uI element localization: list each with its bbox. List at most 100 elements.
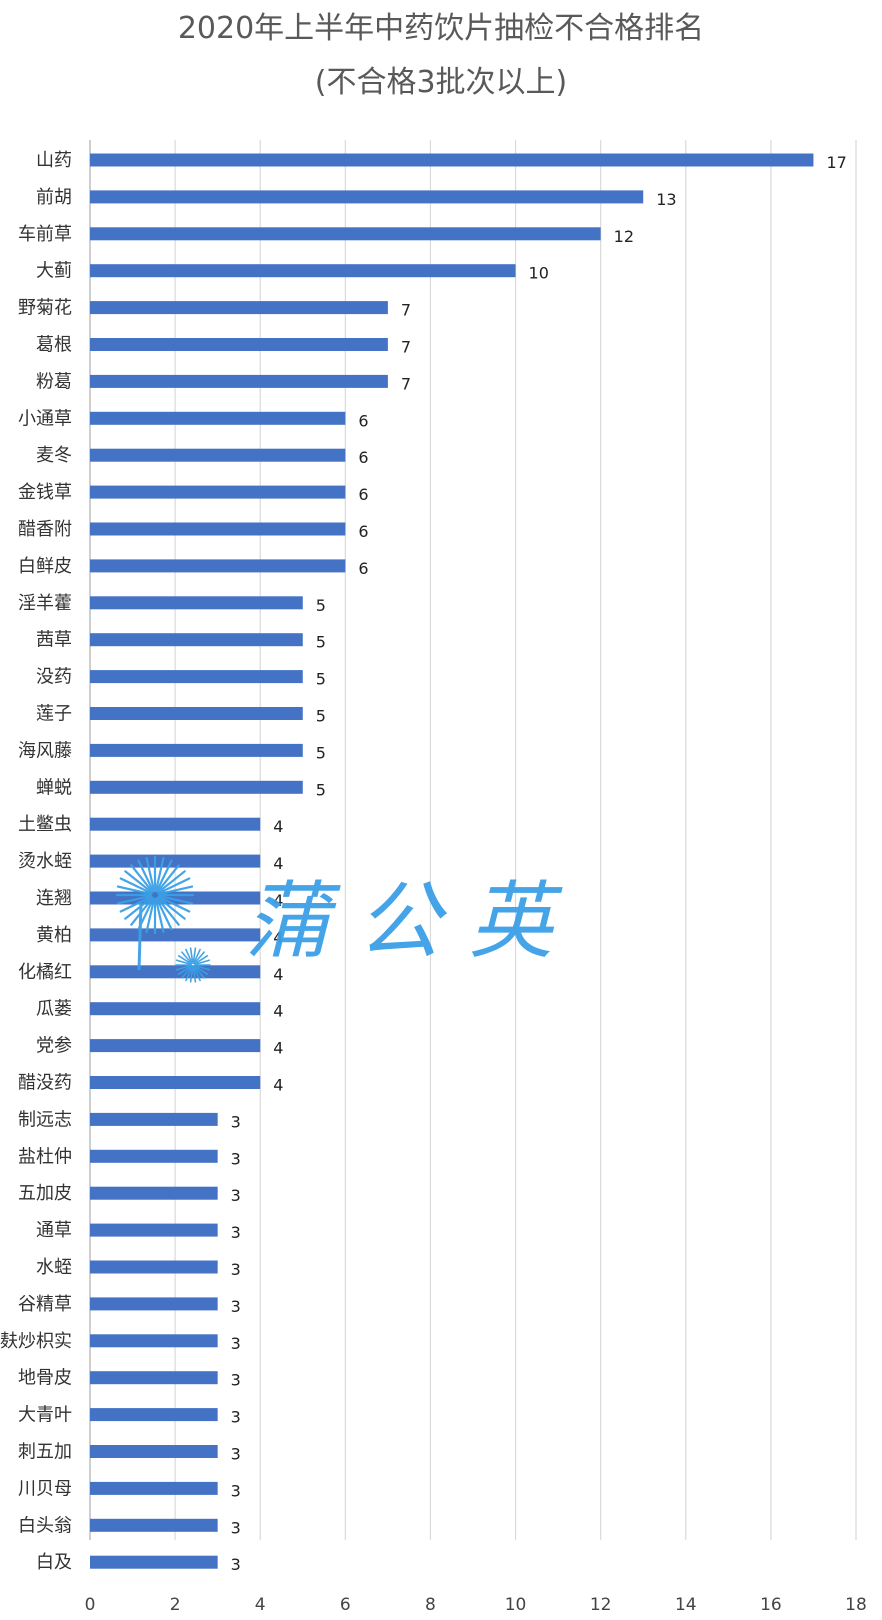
data-label: 10	[529, 264, 549, 283]
category-label: 土鳖虫	[18, 814, 72, 835]
x-axis-ticks: 0 2 4 6 8 10 12 14 16 18	[85, 1595, 867, 1615]
data-label: 4	[273, 1076, 283, 1095]
bar	[90, 1555, 218, 1569]
category-label: 车前草	[18, 224, 72, 245]
category-label: 山药	[36, 150, 72, 171]
bar	[90, 965, 261, 979]
bar	[90, 227, 601, 241]
category-label: 小通草	[18, 408, 72, 429]
bar	[90, 559, 346, 573]
bar	[90, 338, 388, 351]
data-label: 13	[656, 190, 676, 209]
data-label: 3	[231, 1445, 241, 1464]
category-label: 莲子	[36, 704, 72, 725]
x-tick-label: 16	[760, 1595, 782, 1615]
x-tick-label: 0	[85, 1595, 96, 1615]
watermark: 蒲公英	[115, 855, 581, 983]
bar	[90, 374, 388, 388]
category-label: 连翘	[36, 888, 72, 909]
data-label: 7	[401, 374, 411, 393]
bar	[90, 891, 261, 905]
data-label: 5	[316, 633, 326, 652]
bars	[90, 153, 814, 1569]
bar	[90, 1408, 218, 1422]
data-label: 3	[231, 1371, 241, 1390]
bar	[90, 1518, 218, 1532]
bar	[90, 1371, 218, 1385]
category-label: 醋香附	[18, 519, 72, 540]
dandelion-icon	[175, 947, 211, 983]
bar	[90, 190, 644, 204]
data-label: 17	[826, 153, 846, 172]
data-label: 5	[316, 743, 326, 762]
bar	[90, 780, 303, 794]
bar	[90, 485, 346, 499]
bar	[90, 1334, 218, 1348]
dandelion-icon	[115, 855, 195, 971]
category-label: 水蛭	[36, 1257, 72, 1278]
category-label: 麦冬	[36, 445, 72, 466]
category-label: 白鲜皮	[18, 556, 72, 577]
category-label: 盐杜仲	[18, 1146, 72, 1167]
data-label: 5	[316, 707, 326, 726]
x-tick-label: 4	[255, 1595, 266, 1615]
data-label: 7	[401, 301, 411, 320]
category-label: 醋没药	[18, 1073, 72, 1094]
bar	[90, 670, 303, 684]
data-label: 5	[316, 596, 326, 615]
data-label: 4	[273, 817, 283, 836]
bar	[90, 411, 346, 425]
data-label: 6	[358, 522, 368, 541]
category-label: 通草	[36, 1220, 72, 1241]
bar	[90, 854, 261, 868]
gridlines	[89, 140, 857, 1540]
data-label: 3	[231, 1223, 241, 1242]
category-label: 淫羊藿	[18, 593, 72, 614]
bar	[90, 1260, 218, 1274]
chart-subtitle: (不合格3批次以上)	[315, 65, 568, 100]
category-label: 前胡	[36, 187, 72, 208]
category-label: 大蓟	[36, 261, 72, 282]
bar	[90, 1039, 261, 1053]
data-label: 6	[358, 559, 368, 578]
value-labels: 17 13 12 10 7 7 7 6 6 6 6 6 5 5 5 5 5 5 4 4 4 4 4 4 4 4 3 3 3 3 3 3 3 3 3 3…	[231, 153, 847, 1574]
bar	[90, 522, 346, 536]
data-label: 3	[231, 1555, 241, 1574]
category-label: 黄柏	[36, 925, 72, 946]
bar	[90, 707, 303, 720]
x-tick-label: 6	[340, 1595, 351, 1615]
category-label: 野菊花	[18, 298, 72, 319]
bar	[90, 1223, 218, 1237]
bar	[90, 633, 303, 647]
category-label: 刺五加	[18, 1442, 72, 1463]
bar	[90, 301, 388, 315]
category-label: 白头翁	[18, 1515, 72, 1536]
category-label: 地骨皮	[18, 1368, 72, 1389]
category-label: 没药	[36, 667, 72, 688]
data-label: 7	[401, 338, 411, 357]
x-tick-label: 18	[845, 1595, 867, 1615]
bar	[90, 264, 516, 278]
bar	[90, 153, 814, 167]
bar	[90, 1186, 218, 1200]
category-label: 烫水蛭	[18, 851, 72, 872]
category-label: 党参	[36, 1036, 72, 1057]
category-label: 海风藤	[18, 740, 72, 761]
category-label: 制远志	[18, 1109, 72, 1130]
bar	[90, 1112, 218, 1126]
x-tick-label: 14	[675, 1595, 697, 1615]
x-tick-label: 12	[590, 1595, 612, 1615]
data-label: 3	[231, 1112, 241, 1131]
chart-title: 2020年上半年中药饮片抽检不合格排名	[178, 11, 704, 46]
category-label: 瓜蒌	[36, 999, 72, 1020]
data-label: 6	[358, 485, 368, 504]
data-label: 4	[273, 891, 283, 910]
data-label: 3	[231, 1481, 241, 1500]
watermark-text: 蒲公英	[245, 872, 581, 970]
category-labels: 山药前胡车前草大蓟野菊花葛根粉葛小通草麦冬金钱草醋香附白鲜皮淫羊藿茜草没药莲子海…	[0, 150, 72, 1573]
bar	[90, 1445, 218, 1458]
category-label: 葛根	[36, 335, 72, 356]
data-label: 3	[231, 1518, 241, 1537]
bar	[90, 448, 346, 462]
